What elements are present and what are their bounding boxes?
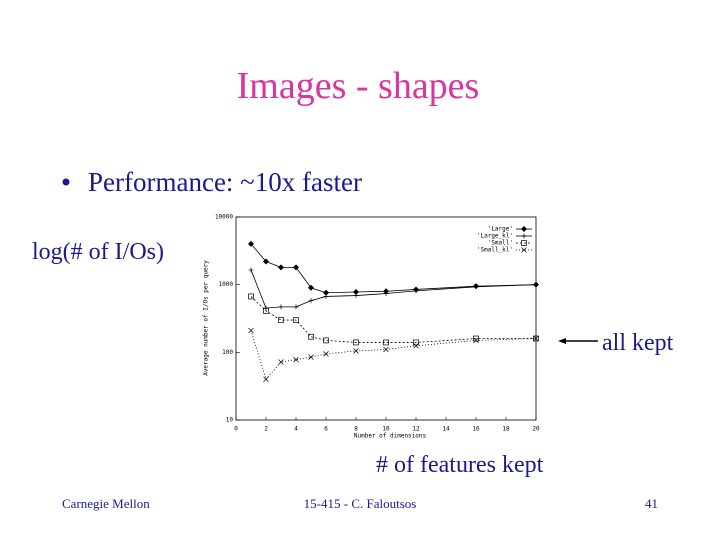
x-tick-label: 12 xyxy=(412,426,420,433)
marker xyxy=(353,339,359,346)
marker xyxy=(533,282,539,288)
y-tick-label: 10000 xyxy=(215,214,233,221)
marker xyxy=(278,264,284,271)
marker xyxy=(383,339,389,346)
marker xyxy=(473,337,479,344)
x-tick-label: 16 xyxy=(472,426,480,433)
series-line xyxy=(250,330,537,381)
y-tick-label: 10 xyxy=(226,417,234,424)
legend-label: 'Large_kl' xyxy=(477,233,513,240)
arrow-note: all kept xyxy=(602,330,674,356)
marker xyxy=(278,317,284,323)
series-line xyxy=(250,296,536,343)
marker xyxy=(248,240,254,247)
marker xyxy=(293,356,299,363)
marker xyxy=(293,317,299,323)
marker xyxy=(521,247,527,253)
x-tick-label: 2 xyxy=(264,426,268,433)
x-tick-label: 6 xyxy=(324,426,328,433)
x-note: # of features kept xyxy=(376,452,544,478)
marker xyxy=(263,258,269,265)
marker xyxy=(413,288,419,294)
legend-label: 'Small' xyxy=(488,240,513,247)
slide-title: Images - shapes xyxy=(237,65,480,107)
marker xyxy=(293,304,299,310)
marker xyxy=(353,348,359,354)
footer-right: 41 xyxy=(645,496,658,511)
marker xyxy=(323,351,329,357)
marker xyxy=(308,333,314,340)
y-note: log(# of I/Os) xyxy=(32,239,164,265)
marker xyxy=(308,354,314,360)
x-tick-label: 14 xyxy=(442,426,450,433)
x-tick-label: 8 xyxy=(354,426,358,433)
x-tick-label: 10 xyxy=(382,426,390,433)
arrow-head xyxy=(558,338,566,344)
y-tick-label: 100 xyxy=(222,349,233,356)
legend-label: 'Small_kl' xyxy=(477,247,513,254)
marker xyxy=(521,226,527,232)
legend-label: 'Large' xyxy=(488,226,513,233)
marker xyxy=(308,298,314,304)
marker xyxy=(263,376,269,383)
marker xyxy=(533,335,539,342)
marker xyxy=(248,327,254,334)
marker xyxy=(323,293,329,299)
x-tick-label: 18 xyxy=(502,426,510,433)
marker xyxy=(353,293,359,299)
marker xyxy=(278,304,284,310)
marker xyxy=(473,284,479,290)
x-axis-label: Number of dimensions xyxy=(354,433,427,440)
marker xyxy=(383,291,389,297)
marker xyxy=(248,293,254,300)
marker xyxy=(248,267,254,273)
marker xyxy=(413,343,419,349)
marker xyxy=(521,240,527,246)
x-tick-label: 0 xyxy=(234,426,238,433)
marker xyxy=(278,359,284,365)
marker xyxy=(383,346,389,353)
x-tick-label: 20 xyxy=(532,426,540,433)
footer-left: Carnegie Mellon xyxy=(62,496,150,511)
marker xyxy=(323,337,329,344)
marker xyxy=(293,264,299,271)
marker xyxy=(263,308,269,314)
marker xyxy=(308,284,314,291)
marker xyxy=(473,335,479,342)
footer-center: 15-415 - C. Faloutsos xyxy=(304,496,417,511)
x-tick-label: 4 xyxy=(294,426,298,433)
bullet-text: Performance: ~10x faster xyxy=(88,167,362,197)
bullet xyxy=(62,178,70,186)
y-tick-label: 1000 xyxy=(219,281,234,288)
marker xyxy=(521,233,527,239)
marker xyxy=(413,339,419,346)
y-axis-label: Average number of I/Os per query xyxy=(203,260,210,376)
